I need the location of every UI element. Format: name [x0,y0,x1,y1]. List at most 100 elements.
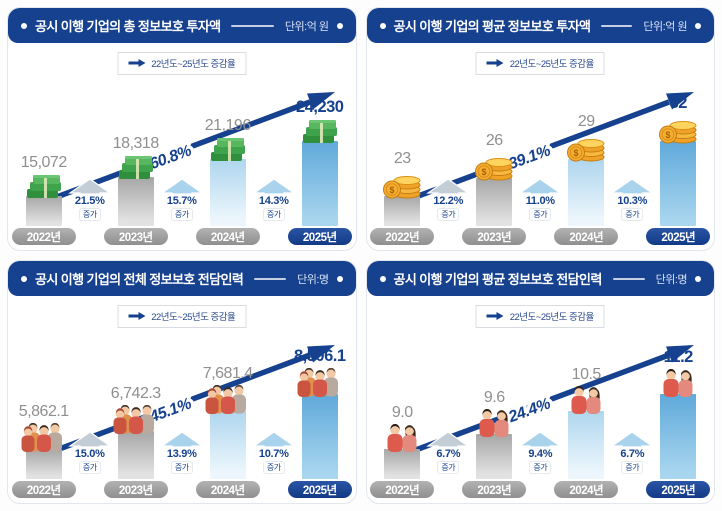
bar [568,411,605,479]
legend-label: 22년도~25년도 증감율 [151,312,236,323]
growth-suffix: 증가 [529,208,552,221]
title-divider [254,277,287,280]
bullet-icon [379,22,386,29]
growth-percent: 15.7% [166,195,197,207]
bar [568,159,605,226]
svg-text:$: $ [666,130,671,140]
coin-stack-icon: $ [475,158,513,181]
year-pill: 2023년 [103,228,168,245]
bar [301,394,338,479]
bar-column: 23 $ 2022년 [367,150,437,245]
couple-icon [663,368,693,397]
bar-value-label: 21,196 [204,117,251,134]
panel-average-investment: 공시 이행 기업의 평균 정보보호 투자액 단위:억 원 22년도~25년도 증… [365,7,715,251]
svg-text:$: $ [574,148,579,158]
bar-column: 24,230 2025년 [285,98,355,245]
panel-header: 공시 이행 기업의 평균 정보보호 전담인력 단위:명 [366,261,714,296]
growth-percent: 11.0% [525,195,555,207]
growth-suffix: 증가 [170,461,193,474]
bar-value-label: 9.6 [483,389,505,406]
bar-icon-slot [24,174,64,199]
bar-value-label: 23 [393,150,411,167]
bar-value-label: 24,230 [296,98,344,116]
unit-label: 단위:억 원 [284,20,329,33]
bullet-icon [21,22,27,29]
panel-body: 22년도~25년도 증감율 24.4% 9.0 2022년 6.7% 증가 9. [367,296,715,503]
coin-stack-icon: $ [659,121,697,144]
bar [209,411,246,479]
bars-row: 5,862.1 2022년 15.0% 증가 6,742.3 2023 [8,347,356,498]
bar-value-label: 9.0 [391,404,413,421]
bar-value-label: 6,742.3 [110,385,161,402]
bars-row: 23 $ 2022년 12.2% 증가 26 $ 2023년 [367,94,715,245]
money-stack-icon [118,156,153,179]
growth-percent: 10.3% [617,195,648,207]
unit-label: 단위:억 원 [643,20,687,33]
legend-box: 22년도~25년도 증감율 [117,52,247,75]
growth-percent: 14.3% [258,195,289,207]
panel-total-personnel: 공시 이행 기업의 전체 정보보호 전담인력 단위:명 22년도~25년도 증감… [7,260,357,504]
up-arrow-icon [518,431,563,448]
bar-icon-slot: $ [382,170,422,199]
bar-value-label: 15,072 [20,154,67,171]
panel-body: 22년도~25년도 증감율 39.1% 23 $ 2022년 12.2% 증가 … [367,43,715,250]
bar-icon-slot: $ [566,133,606,162]
title-divider [231,24,274,27]
bar-value-label: 7,681.4 [202,365,253,382]
panel-header: 공시 이행 기업의 전체 정보보호 전담인력 단위:명 [8,261,356,296]
bar [384,449,421,479]
growth-percent: 21.5% [74,195,105,207]
year-pill: 2023년 [462,481,527,498]
bullet-icon [336,275,343,282]
arrow-right-icon [128,312,146,320]
year-pill: 2025년 [646,228,711,245]
year-pill: 2024년 [195,228,260,245]
growth-trend-arrow: 24.4% [387,345,694,463]
bar-icon-slot [113,404,159,434]
coin-stack-icon: $ [383,176,421,199]
legend-label: 22년도~25년도 증감율 [509,312,595,323]
bar-column: 10.5 2024년 [551,366,621,498]
bar-column: 32 $ 2025년 [643,94,713,245]
bar-value-label: 11.2 [663,348,694,366]
panel-title: 공시 이행 기업의 평균 정보보호 전담인력 [393,272,603,287]
bar-value-label: 8,506.1 [293,347,346,365]
bars-row: 15,072 2022년 21.5% 증가 18,318 2023년 15 [8,98,356,245]
panel-header: 공시 이행 기업의 총 정보보호 투자액 단위:억 원 [8,8,356,43]
couple-icon [479,408,509,437]
growth-indicator: 6.7% 증가 [610,431,655,474]
growth-suffix: 증가 [529,461,552,474]
bar-icon-slot [385,423,419,452]
bar [25,196,62,226]
bar-icon-slot [208,137,248,162]
up-arrow-icon [159,431,204,448]
bar [660,141,697,226]
growth-indicator: 6.7% 증가 [426,431,471,474]
up-arrow-icon [610,431,655,448]
panel-body: 22년도~25년도 증감율 45.1% 5,862.1 2022년 15.0% … [8,296,356,503]
growth-indicator: 13.9% 증가 [159,431,204,474]
unit-label: 단위:명 [655,273,688,286]
bar-column: 9.6 2023년 [459,389,529,498]
money-stack-icon [210,138,245,161]
year-pill: 2024년 [554,481,619,498]
bar-column: 29 $ 2024년 [551,113,621,245]
bars-row: 9.0 2022년 6.7% 증가 9.6 2023년 [367,348,715,498]
people-group-icon [205,384,246,414]
bar [476,434,513,479]
year-pill: 2024년 [195,481,260,498]
growth-indicator: 9.4% 증가 [518,431,563,474]
couple-icon [387,423,417,452]
legend-label: 22년도~25년도 증감율 [151,59,236,70]
growth-percent: 9.4% [528,448,553,460]
growth-percent: 10.7% [258,448,289,460]
growth-suffix: 증가 [170,208,193,221]
growth-suffix: 증가 [262,461,285,474]
year-pill: 2023년 [462,228,527,245]
up-arrow-icon [251,431,296,448]
panel-header: 공시 이행 기업의 평균 정보보호 투자액 단위:억 원 [366,8,714,43]
bar-column: 6,742.3 2023년 [101,385,171,498]
bar-column: 11.2 2025년 [643,348,713,498]
bullet-icon [695,22,701,29]
growth-suffix: 증가 [437,461,460,474]
